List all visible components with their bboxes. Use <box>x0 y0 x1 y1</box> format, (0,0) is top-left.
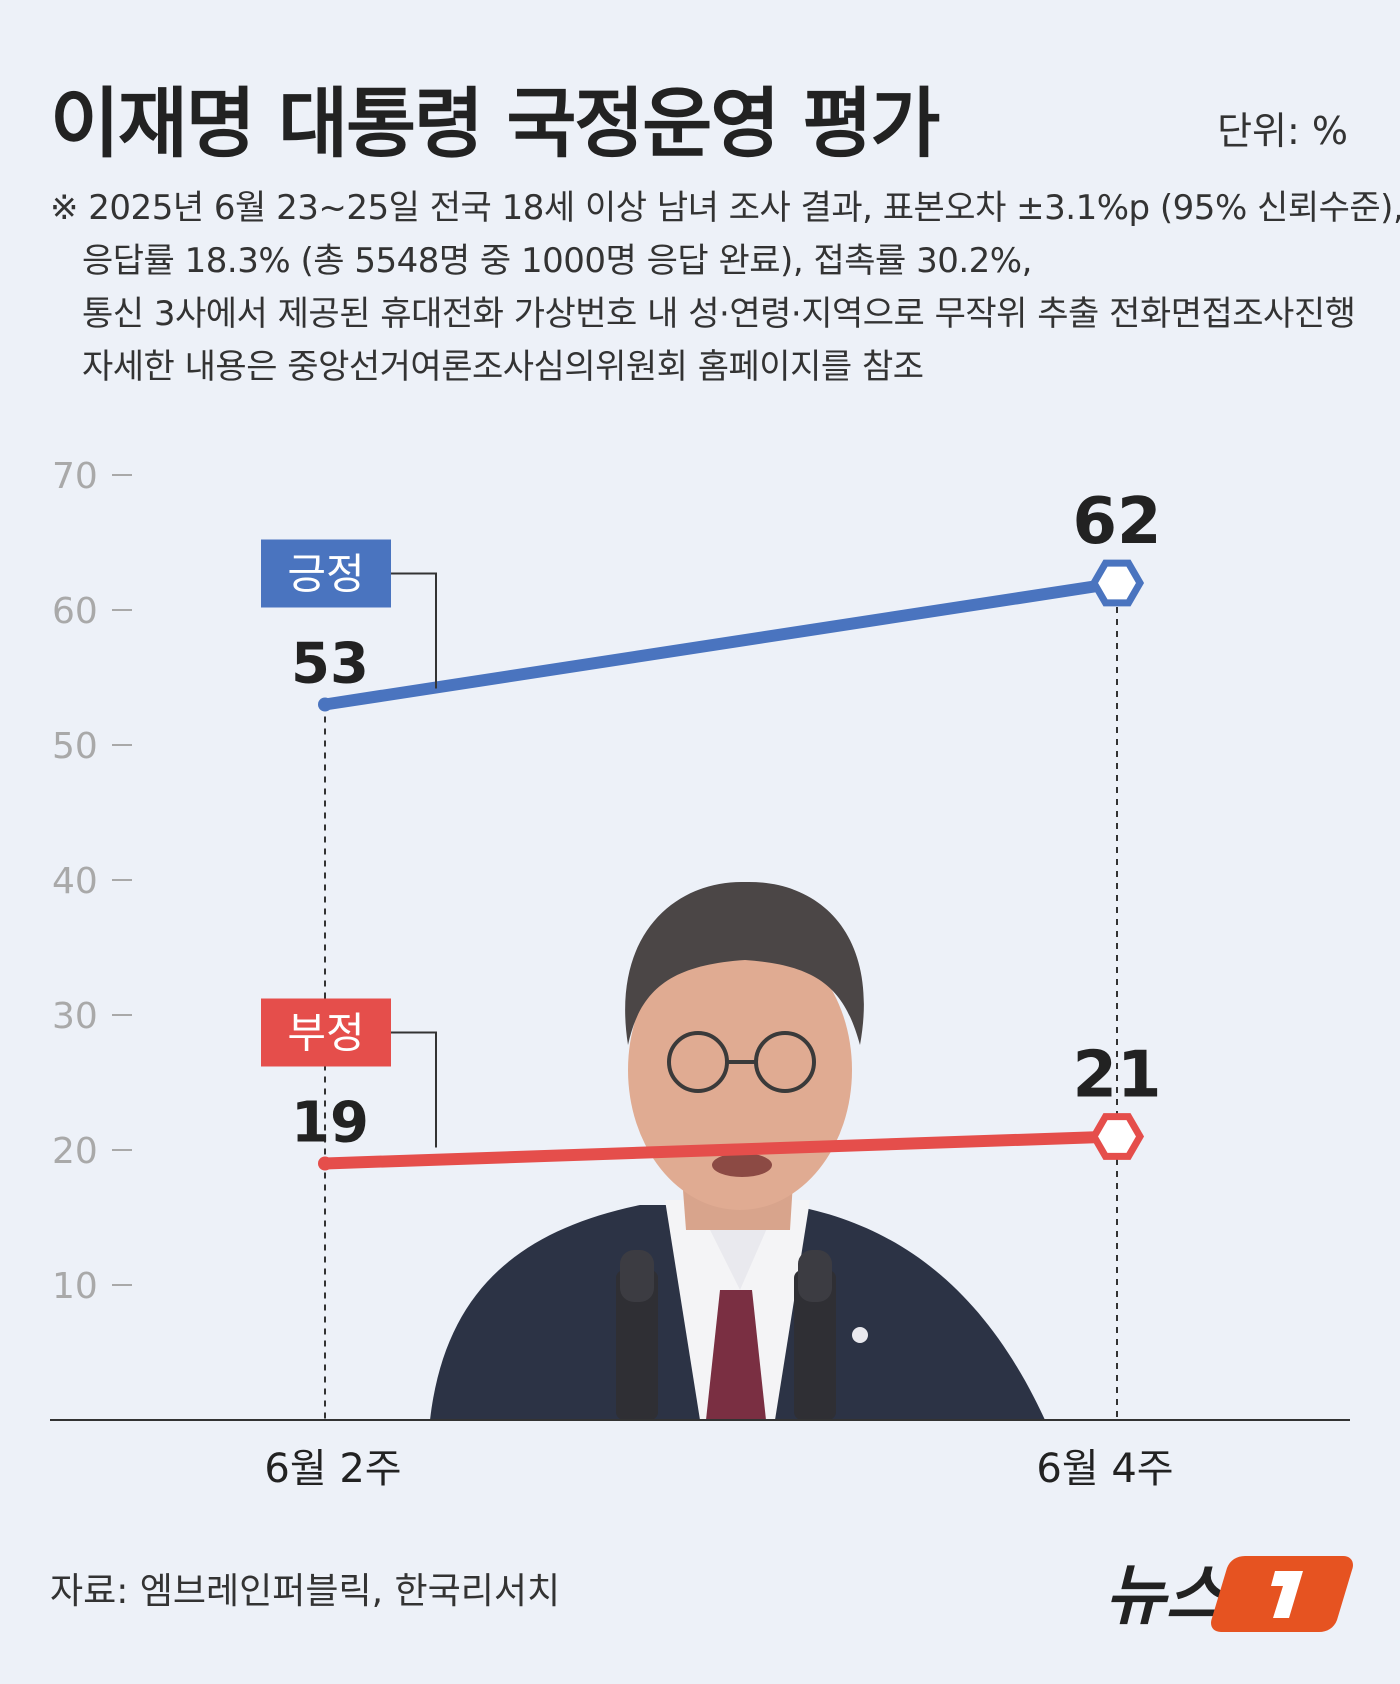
series-line <box>319 577 1123 711</box>
y-tick-label: 10 <box>52 1266 98 1307</box>
series-group: 53 62 긍정 19 21 부정 <box>261 485 1162 1171</box>
survey-note-line: 통신 3사에서 제공된 휴대전화 가상번호 내 성·연령·지역으로 무작위 추출… <box>82 294 1356 334</box>
legend-label: 부정 <box>287 1009 364 1058</box>
data-point-marker <box>1089 1113 1145 1160</box>
news1-logo: 뉴스 <box>1105 1556 1353 1634</box>
data-point <box>318 1156 332 1171</box>
data-label: 53 <box>291 632 369 697</box>
data-point-marker <box>1089 559 1145 607</box>
x-tick-label: 6월 2주 <box>264 1446 401 1492</box>
axis-group: 10 20 30 40 50 60 70 6월 2주 6월 4주 <box>50 456 1350 1492</box>
data-label: 62 <box>1072 485 1161 559</box>
chart-title: 이재명 대통령 국정운영 평가 <box>50 79 940 168</box>
data-label: 19 <box>291 1091 369 1156</box>
survey-note-line: ※ 2025년 6월 23~25일 전국 18세 이상 남녀 조사 결과, 표본… <box>50 188 1400 228</box>
x-tick-label: 6월 4주 <box>1036 1446 1173 1492</box>
legend-box <box>261 539 391 608</box>
y-tick-label: 70 <box>52 456 98 497</box>
legend-label: 긍정 <box>287 550 364 599</box>
y-tick-label: 60 <box>52 591 98 632</box>
data-label: 21 <box>1072 1039 1161 1113</box>
unit-label: 단위: % <box>1217 109 1348 153</box>
source-credit: 자료: 엠브레인퍼블릭, 한국리서치 <box>50 1571 561 1612</box>
legend-box <box>261 998 391 1067</box>
y-tick-label: 40 <box>52 861 98 902</box>
series-line <box>319 1130 1123 1170</box>
data-point <box>318 697 332 712</box>
y-tick-label: 30 <box>52 996 98 1037</box>
y-tick-label: 50 <box>52 726 98 767</box>
y-tick-label: 20 <box>52 1131 98 1172</box>
survey-note-line: 응답률 18.3% (총 5548명 중 1000명 응답 완료), 접촉률 3… <box>82 241 1032 281</box>
survey-notes: ※ 2025년 6월 23~25일 전국 18세 이상 남녀 조사 결과, 표본… <box>50 182 1400 394</box>
logo-text: 뉴스 <box>1105 1557 1229 1634</box>
guide-group <box>324 583 1118 1420</box>
survey-note-line: 자세한 내용은 중앙선거여론조사심의위원회 홈페이지를 참조 <box>82 347 924 387</box>
legend-connector <box>391 572 437 689</box>
legend-connector <box>391 1031 437 1148</box>
president-photo <box>430 881 1045 1420</box>
